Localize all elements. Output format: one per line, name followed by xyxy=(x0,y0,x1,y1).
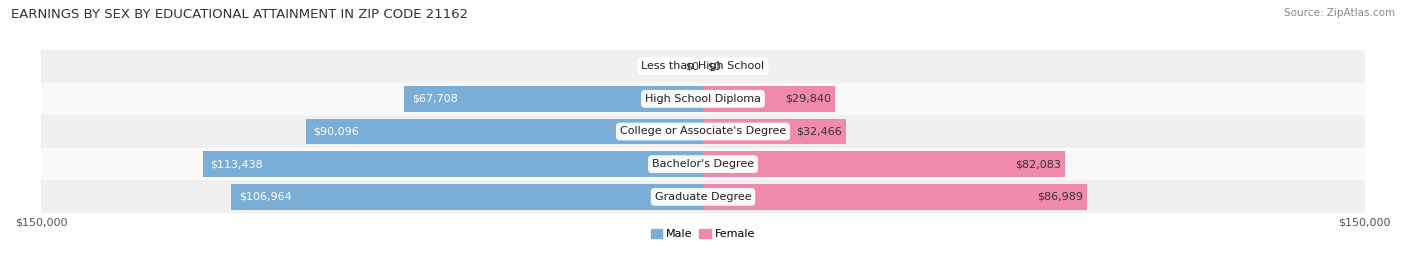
Text: $90,096: $90,096 xyxy=(314,126,359,136)
Bar xyxy=(305,119,703,144)
Bar xyxy=(703,119,846,144)
Text: $29,840: $29,840 xyxy=(785,94,831,104)
Text: EARNINGS BY SEX BY EDUCATIONAL ATTAINMENT IN ZIP CODE 21162: EARNINGS BY SEX BY EDUCATIONAL ATTAINMEN… xyxy=(11,8,468,21)
Bar xyxy=(41,115,1365,148)
Bar xyxy=(703,151,1066,177)
Text: $82,083: $82,083 xyxy=(1015,159,1062,169)
Text: College or Associate's Degree: College or Associate's Degree xyxy=(620,126,786,136)
Text: $86,989: $86,989 xyxy=(1036,192,1083,202)
Text: $67,708: $67,708 xyxy=(412,94,458,104)
Text: Source: ZipAtlas.com: Source: ZipAtlas.com xyxy=(1284,8,1395,18)
Text: $106,964: $106,964 xyxy=(239,192,292,202)
Text: $32,466: $32,466 xyxy=(797,126,842,136)
Text: $0: $0 xyxy=(707,61,721,71)
Bar xyxy=(41,83,1365,115)
Bar xyxy=(202,151,703,177)
Text: Bachelor's Degree: Bachelor's Degree xyxy=(652,159,754,169)
Bar xyxy=(41,50,1365,83)
Legend: Male, Female: Male, Female xyxy=(647,224,759,244)
Text: Graduate Degree: Graduate Degree xyxy=(655,192,751,202)
Text: High School Diploma: High School Diploma xyxy=(645,94,761,104)
Text: $113,438: $113,438 xyxy=(211,159,263,169)
Bar xyxy=(41,148,1365,180)
Bar xyxy=(231,184,703,210)
Bar xyxy=(703,184,1087,210)
Text: Less than High School: Less than High School xyxy=(641,61,765,71)
Bar xyxy=(405,86,703,111)
Bar xyxy=(41,180,1365,213)
Bar xyxy=(703,86,835,111)
Text: $0: $0 xyxy=(685,61,699,71)
